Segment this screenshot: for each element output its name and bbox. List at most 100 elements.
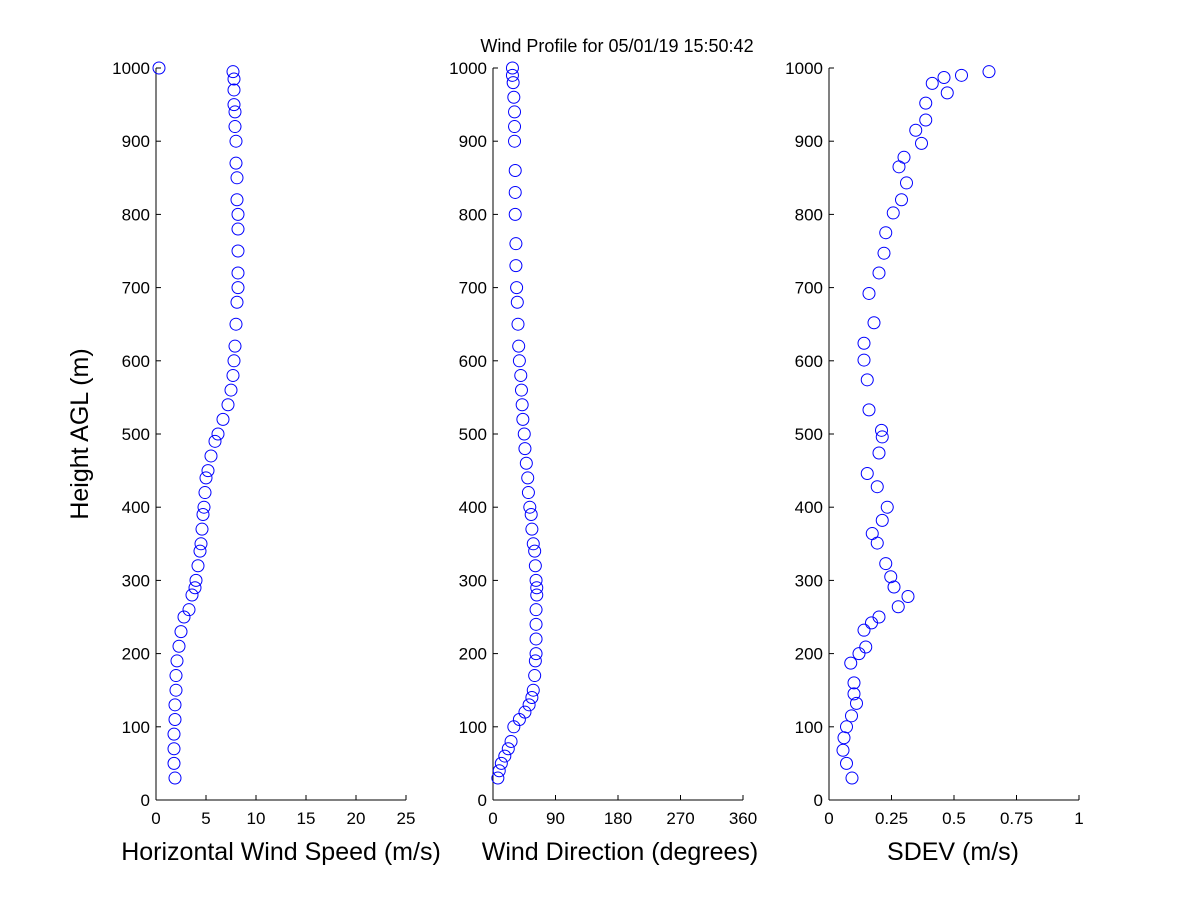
data-point [508, 120, 522, 134]
data-point [188, 581, 202, 595]
data-point [228, 120, 242, 134]
x-tick-label: 0 [488, 809, 497, 828]
data-point [199, 471, 213, 485]
data-point [501, 742, 515, 756]
y-tick-label: 700 [459, 279, 487, 298]
data-point [845, 771, 859, 785]
data-point [170, 654, 184, 668]
data-point [494, 756, 508, 770]
data-point [852, 647, 866, 661]
data-point [221, 398, 235, 412]
data-point [517, 427, 531, 441]
data-point [174, 625, 188, 639]
data-point [177, 610, 191, 624]
y-tick-label: 200 [459, 645, 487, 664]
data-point [498, 749, 512, 763]
data-point [508, 105, 522, 119]
data-point [515, 398, 529, 412]
x-tick-label: 1 [1074, 809, 1083, 828]
data-point [897, 150, 911, 164]
data-point [201, 464, 215, 478]
data-point [850, 696, 863, 710]
data-point [880, 500, 894, 514]
data-point [886, 206, 900, 220]
y-tick-label: 900 [459, 132, 487, 151]
data-point [925, 76, 939, 90]
data-point [895, 193, 908, 207]
x-tick-label: 360 [729, 809, 757, 828]
data-point [226, 65, 240, 79]
data-point [514, 383, 528, 397]
data-point [528, 544, 542, 558]
data-point [509, 259, 523, 273]
y-tick-label: 100 [795, 718, 823, 737]
x-tick-label: 0 [151, 809, 160, 828]
y-tick-label: 600 [122, 352, 150, 371]
data-point [872, 610, 886, 624]
data-point [169, 669, 183, 683]
data-point [152, 61, 166, 75]
y-tick-label: 600 [459, 352, 487, 371]
data-point [228, 339, 242, 353]
panel-sdev: SDEV (m/s) 0 100 200 300 400 500 600 700 800 900 1… [785, 59, 1084, 866]
panel-wind-direction: Wind Direction (degrees) 0 100 200 300 400 50… [449, 59, 758, 866]
data-point [870, 536, 884, 550]
data-point [844, 656, 858, 670]
data-point [529, 647, 543, 661]
y-tick-label: 900 [795, 132, 823, 151]
data-point [227, 72, 241, 86]
data-point [875, 513, 889, 527]
x-tick-label: 15 [297, 809, 316, 828]
data-point [870, 480, 884, 494]
data-point [859, 640, 873, 654]
y-tick-label: 500 [459, 425, 487, 444]
y-tick-label: 800 [122, 205, 150, 224]
data-point [197, 500, 211, 514]
data-point [204, 449, 218, 463]
data-point [508, 163, 522, 177]
data-point [837, 731, 851, 745]
y-tick-label: 500 [795, 425, 823, 444]
data-point [529, 573, 543, 587]
data-point [836, 743, 850, 757]
data-point [523, 500, 537, 514]
x-tick-label: 0.5 [942, 809, 966, 828]
x-tick-label: 25 [397, 809, 416, 828]
data-point [172, 639, 186, 653]
x-axis-label: Wind Direction (degrees) [482, 838, 759, 866]
x-tick-label: 20 [347, 809, 366, 828]
data-point [529, 617, 543, 631]
y-tick-label: 700 [122, 279, 150, 298]
y-tick-label: 0 [141, 791, 150, 810]
data-point [508, 207, 522, 221]
data-point [521, 486, 535, 500]
data-point [168, 771, 182, 785]
y-tick-label: 300 [122, 571, 150, 590]
data-point [847, 676, 861, 690]
data-point [189, 573, 203, 587]
data-point [511, 317, 525, 331]
data-point [524, 508, 538, 522]
data-point [919, 96, 933, 110]
data-point [529, 603, 543, 617]
data-point [860, 373, 874, 387]
y-axis-label: Height AGL (m) [66, 348, 94, 519]
y-tick-label: 0 [814, 791, 823, 810]
data-point [872, 446, 886, 460]
data-point [509, 237, 523, 251]
data-point [915, 136, 928, 150]
data-point [168, 698, 182, 712]
x-axis-label: SDEV (m/s) [887, 838, 1019, 866]
data-point [516, 412, 530, 426]
data-point [168, 712, 182, 726]
data-point [506, 76, 520, 90]
data-point [231, 281, 245, 295]
x-tick-label: 180 [604, 809, 632, 828]
data-point [519, 456, 533, 470]
data-point [528, 559, 542, 573]
data-point [193, 544, 207, 558]
data-point [840, 720, 853, 734]
data-point [518, 442, 532, 456]
data-point [231, 222, 245, 236]
data-point [865, 527, 879, 541]
